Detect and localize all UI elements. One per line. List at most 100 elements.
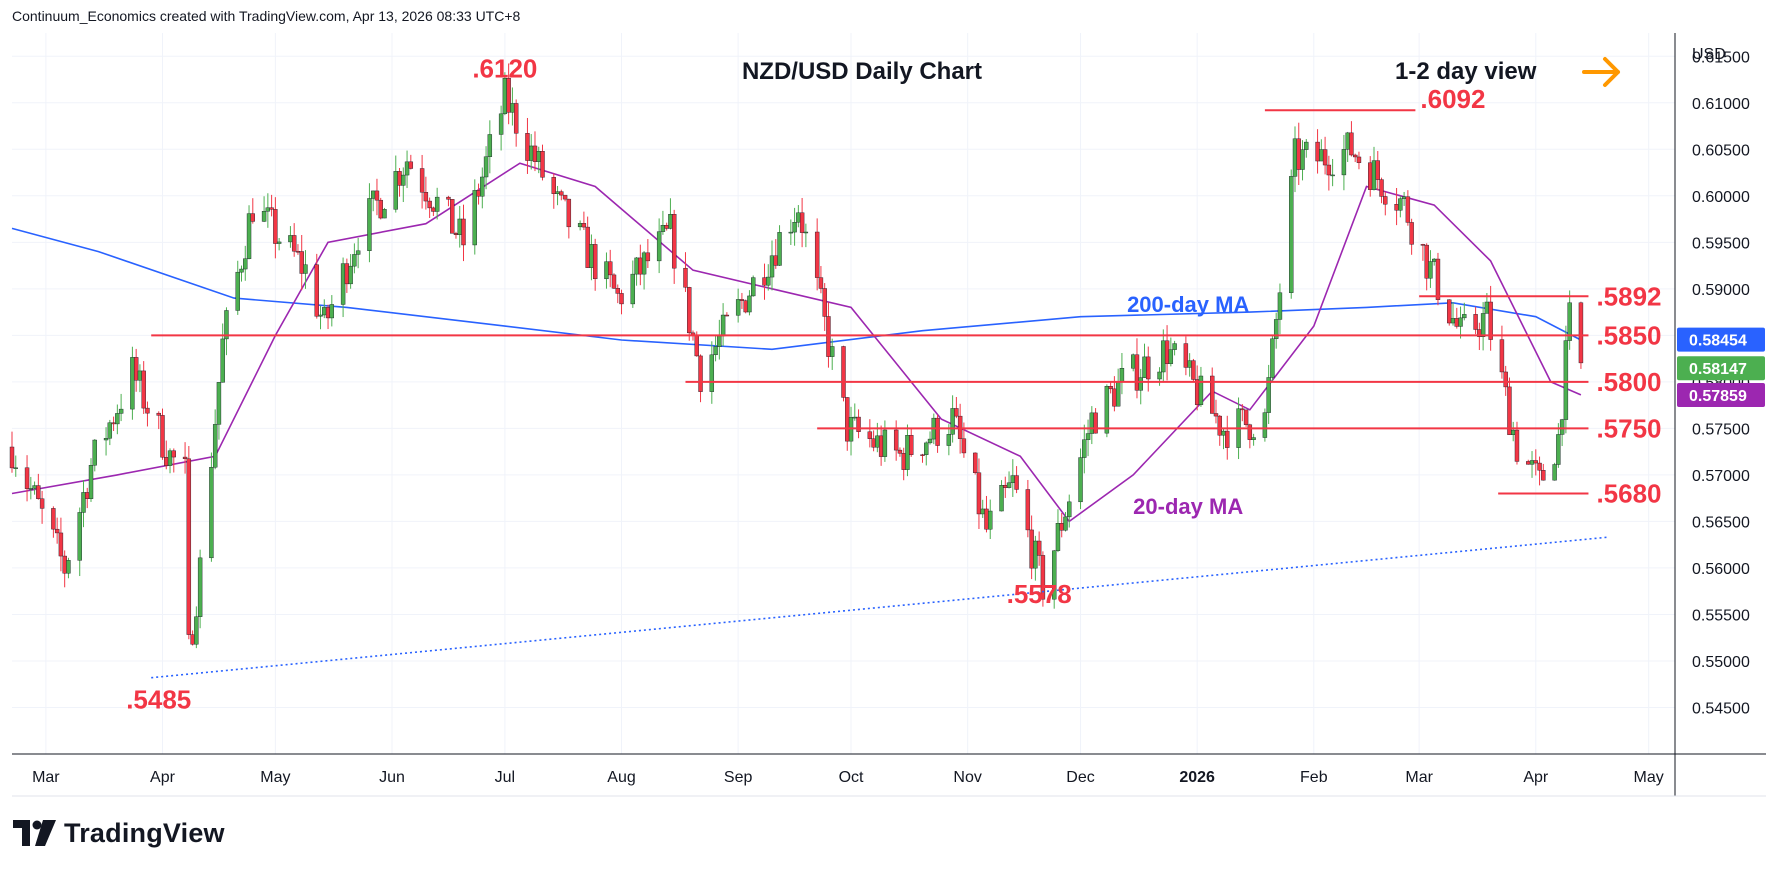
- candle-body: [450, 199, 455, 234]
- candle-body: [882, 429, 888, 457]
- y-tick-label: 0.56000: [1692, 561, 1750, 578]
- candle-body: [1330, 174, 1335, 177]
- candle-body: [1033, 540, 1038, 569]
- candle-body: [1243, 409, 1249, 425]
- candle-body: [935, 417, 940, 446]
- candle-body: [111, 422, 116, 425]
- candle-body: [954, 408, 959, 417]
- candle-body: [265, 207, 271, 212]
- candle-body: [1352, 154, 1358, 158]
- candle-body: [434, 196, 440, 212]
- candle-body: [9, 446, 15, 469]
- candle-body: [13, 467, 18, 469]
- candle-body: [36, 485, 41, 499]
- candle-body: [378, 199, 383, 219]
- candle-body: [589, 244, 594, 268]
- x-tick-label: Jun: [379, 769, 405, 786]
- candle-body: [1578, 302, 1584, 364]
- y-tick-label: 0.57000: [1692, 468, 1750, 485]
- candle-body: [671, 214, 677, 269]
- candle-body: [419, 168, 425, 193]
- candle-body: [502, 78, 508, 115]
- candle-body: [1533, 460, 1538, 464]
- support-resistance-levels: .5892 .5850 .5800 .5750 .5680: [151, 109, 1662, 509]
- trendline: [151, 536, 1608, 679]
- candle-body: [457, 218, 462, 235]
- candle-body: [1262, 412, 1268, 438]
- candle-body: [446, 196, 451, 200]
- candle-body: [1168, 349, 1174, 364]
- candle-body: [841, 346, 846, 398]
- candle-body: [777, 232, 782, 266]
- candle-body: [1484, 301, 1490, 314]
- x-tick-label: Nov: [953, 769, 981, 786]
- candle-body: [660, 225, 666, 232]
- candle-body: [980, 508, 985, 515]
- candle-body: [792, 222, 797, 233]
- candle-body: [167, 450, 173, 466]
- candle-body: [529, 145, 534, 161]
- candle-body: [1014, 475, 1019, 490]
- candle-body: [1093, 412, 1098, 434]
- candle-body: [1507, 386, 1512, 435]
- candle-body: [875, 435, 880, 448]
- candle-body: [461, 218, 466, 246]
- candle-body: [830, 346, 835, 357]
- candle-body: [423, 192, 429, 202]
- candle-body: [1191, 360, 1196, 380]
- candle-body: [1067, 501, 1072, 518]
- y-tick-label: 0.55500: [1692, 607, 1750, 624]
- y-tick-label: 0.57500: [1692, 421, 1750, 438]
- candle-body: [261, 210, 267, 222]
- candle-body: [1059, 523, 1064, 531]
- candle-body: [1085, 433, 1091, 440]
- candle-body: [1375, 160, 1380, 180]
- candle-body: [1210, 375, 1215, 414]
- candle-body: [1277, 292, 1283, 320]
- candle-body: [1289, 176, 1294, 293]
- candle-body: [54, 528, 60, 534]
- candle-body: [427, 200, 432, 209]
- price-axis[interactable]: USD 0.61500 0.61000 0.60500 0.60000 0.59500 0…: [1692, 46, 1750, 717]
- candle-body: [243, 258, 248, 270]
- candle-body: [197, 557, 203, 617]
- candle-body: [1300, 149, 1305, 170]
- candle-body: [852, 416, 857, 419]
- candle-body: [972, 452, 978, 473]
- candle-body: [1401, 196, 1407, 199]
- candle-body: [513, 103, 519, 134]
- candle-body: [88, 465, 94, 499]
- candle-body: [532, 145, 538, 162]
- candle-body: [1511, 429, 1516, 435]
- candle-body: [1424, 244, 1429, 279]
- candle-body: [724, 314, 730, 317]
- candle-body: [1383, 196, 1388, 205]
- candle-body: [856, 416, 861, 432]
- candle-body: [431, 207, 436, 212]
- candle-body: [1146, 356, 1151, 380]
- ma20-line: [11, 162, 1582, 523]
- time-axis[interactable]: Mar Apr May Jun Jul Aug Sep Oct Nov Dec 2026 Feb Mar…: [32, 769, 1664, 786]
- x-tick-label: Dec: [1066, 769, 1094, 786]
- candle-body: [397, 171, 402, 186]
- candle-body: [1025, 489, 1031, 531]
- level-label: .5750: [1596, 413, 1661, 443]
- candle-body: [1503, 371, 1508, 388]
- candle-body: [668, 214, 673, 229]
- candle-body: [1458, 317, 1463, 327]
- candle-body: [216, 382, 222, 425]
- candle-body: [788, 231, 794, 234]
- candle-body: [585, 226, 590, 268]
- candle-body: [818, 277, 824, 289]
- candle-body: [709, 354, 715, 392]
- candle-body: [1462, 314, 1467, 319]
- candle-body: [1454, 318, 1459, 327]
- candle-body: [1040, 555, 1046, 600]
- candle-body: [867, 431, 873, 439]
- tradingview-logo[interactable]: TradingView: [13, 816, 225, 850]
- candle-body: [1187, 360, 1192, 368]
- candle-body: [1251, 437, 1256, 440]
- candle-body: [747, 295, 752, 313]
- candle-body: [133, 357, 139, 381]
